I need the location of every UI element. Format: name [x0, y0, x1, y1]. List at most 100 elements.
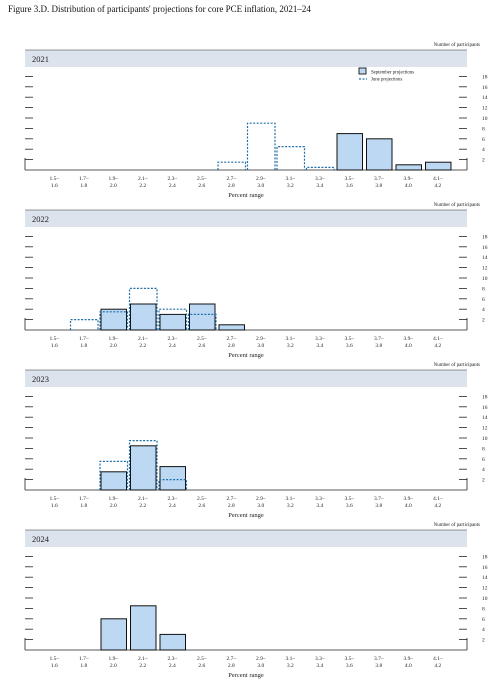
x-tick-label-bottom-12: 4.0: [405, 663, 412, 669]
y-tick-label-2: 2: [482, 318, 485, 324]
june-outline-9: [305, 166, 335, 170]
x-tick-label-bottom-9: 3.4: [316, 343, 323, 349]
y-tick-label-4: 4: [482, 147, 485, 153]
x-tick-label-bottom-12: 4.0: [405, 343, 412, 349]
x-tick-label-top-6: 2.7–: [226, 656, 236, 662]
x-tick-label-top-4: 2.3–: [167, 656, 177, 662]
chart-panel-2021: Number of participants 2021 2 4 6 8 10 12 14 16 18…: [24, 43, 488, 199]
x-tick-label-top-4: 2.3–: [167, 496, 177, 502]
y-tick-label-10: 10: [482, 116, 488, 122]
x-tick-label-top-7: 2.9–: [256, 176, 266, 182]
x-tick-label-top-5: 2.5–: [197, 496, 207, 502]
x-tick-label-bottom-6: 2.8: [228, 343, 235, 349]
x-tick-label-top-11: 3.7–: [374, 656, 384, 662]
y-tick-label-18: 18: [482, 554, 488, 560]
x-tick-label-top-9: 3.3–: [315, 176, 325, 182]
x-tick-label-bottom-9: 3.4: [316, 183, 323, 189]
x-tick-label-top-9: 3.3–: [315, 336, 325, 342]
x-tick-label-top-13: 4.1–: [433, 656, 443, 662]
legend-label-june: June projections: [371, 78, 402, 83]
x-tick-label-top-7: 2.9–: [256, 336, 266, 342]
x-tick-label-bottom-7: 3.0: [257, 663, 264, 669]
x-tick-label-bottom-3: 2.2: [139, 663, 146, 669]
x-tick-label-top-3: 2.1–: [138, 336, 148, 342]
y-tick-label-6: 6: [482, 457, 485, 463]
x-tick-label-bottom-3: 2.2: [139, 183, 146, 189]
y-tick-label-16: 16: [482, 405, 488, 411]
y-axis-label: Number of participants: [434, 43, 480, 48]
x-tick-label-bottom-0: 1.6: [51, 343, 58, 349]
x-tick-label-top-10: 3.5–: [344, 176, 354, 182]
x-tick-label-bottom-9: 3.4: [316, 663, 323, 669]
x-tick-label-bottom-5: 2.6: [198, 183, 205, 189]
y-tick-label-12: 12: [482, 426, 488, 432]
x-tick-label-bottom-10: 3.6: [346, 503, 353, 509]
x-tick-label-bottom-13: 4.2: [434, 663, 441, 669]
x-tick-label-bottom-1: 1.8: [80, 343, 87, 349]
legend-label-september: September projections: [371, 71, 414, 76]
y-tick-label-18: 18: [482, 74, 488, 80]
y-tick-label-4: 4: [482, 467, 485, 473]
x-axis-label: Percent range: [228, 512, 264, 519]
y-tick-label-14: 14: [482, 95, 488, 101]
x-tick-label-bottom-12: 4.0: [405, 183, 412, 189]
x-tick-label-top-1: 1.7–: [79, 176, 89, 182]
x-tick-label-bottom-11: 3.8: [375, 663, 382, 669]
x-tick-label-top-2: 1.9–: [108, 336, 118, 342]
x-tick-label-top-11: 3.7–: [374, 336, 384, 342]
y-tick-label-14: 14: [482, 255, 488, 261]
x-tick-label-top-9: 3.3–: [315, 496, 325, 502]
x-tick-label-bottom-2: 2.0: [110, 503, 117, 509]
y-axis-label: Number of participants: [434, 203, 480, 208]
y-tick-label-12: 12: [482, 266, 488, 272]
x-tick-label-bottom-7: 3.0: [257, 183, 264, 189]
x-tick-label-top-6: 2.7–: [226, 496, 236, 502]
x-tick-label-bottom-4: 2.4: [169, 343, 176, 349]
x-tick-label-top-8: 3.1–: [285, 336, 295, 342]
x-axis-label: Percent range: [228, 672, 264, 679]
x-tick-label-bottom-7: 3.0: [257, 503, 264, 509]
x-tick-label-top-1: 1.7–: [79, 336, 89, 342]
bar-september-3: [130, 303, 157, 331]
x-tick-label-top-2: 1.9–: [108, 496, 118, 502]
x-tick-label-bottom-7: 3.0: [257, 343, 264, 349]
x-tick-label-bottom-1: 1.8: [80, 503, 87, 509]
x-tick-label-bottom-10: 3.6: [346, 183, 353, 189]
x-tick-label-top-1: 1.7–: [79, 656, 89, 662]
x-tick-label-top-8: 3.1–: [285, 176, 295, 182]
x-tick-label-top-6: 2.7–: [226, 336, 236, 342]
x-tick-label-top-13: 4.1–: [433, 336, 443, 342]
x-tick-label-top-12: 3.9–: [403, 336, 413, 342]
x-tick-label-bottom-5: 2.6: [198, 663, 205, 669]
chart-legend: September projections June projections: [358, 67, 414, 83]
y-tick-label-16: 16: [482, 565, 488, 571]
x-tick-label-bottom-8: 3.2: [287, 503, 294, 509]
x-tick-label-top-0: 1.5–: [49, 656, 59, 662]
june-outline-2: [99, 460, 129, 490]
x-tick-label-top-3: 2.1–: [138, 496, 148, 502]
x-tick-label-top-3: 2.1–: [138, 176, 148, 182]
x-tick-label-bottom-10: 3.6: [346, 343, 353, 349]
june-outline-8: [276, 146, 306, 170]
bar-september-3: [130, 445, 157, 491]
x-tick-label-bottom-9: 3.4: [316, 503, 323, 509]
x-tick-label-bottom-5: 2.6: [198, 343, 205, 349]
x-tick-label-bottom-11: 3.8: [375, 503, 382, 509]
x-tick-label-bottom-8: 3.2: [287, 343, 294, 349]
bar-september-6: [218, 324, 245, 331]
chart-panel-2024: Number of participants 2024 2 4 6 8 10 12 14 16 18…: [24, 523, 488, 679]
x-tick-label-bottom-5: 2.6: [198, 503, 205, 509]
x-tick-label-bottom-4: 2.4: [169, 183, 176, 189]
panel-header-band: [25, 210, 467, 227]
june-outline-4: [158, 479, 188, 490]
x-tick-label-bottom-10: 3.6: [346, 663, 353, 669]
y-tick-label-2: 2: [482, 158, 485, 164]
x-tick-label-bottom-4: 2.4: [169, 503, 176, 509]
y-tick-label-2: 2: [482, 638, 485, 644]
bar-september-2: [100, 308, 127, 331]
x-tick-label-top-6: 2.7–: [226, 176, 236, 182]
x-tick-label-bottom-4: 2.4: [169, 663, 176, 669]
x-tick-label-bottom-2: 2.0: [110, 663, 117, 669]
panel-header-band: [25, 370, 467, 387]
